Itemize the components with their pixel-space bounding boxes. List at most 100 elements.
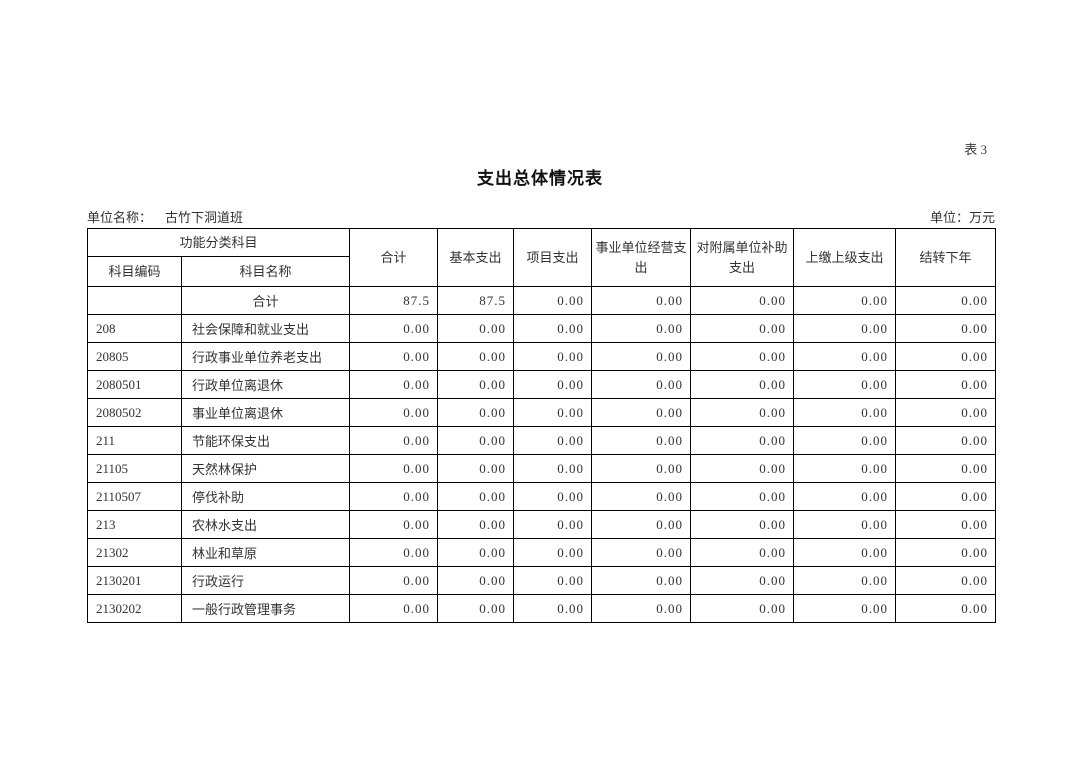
value-cell: 0.00: [690, 482, 795, 511]
unit-name-field: 单位名称： 古竹下洞道班: [87, 207, 243, 226]
value-cell: 0.00: [591, 398, 692, 427]
subject-code-cell: 21105: [87, 454, 182, 483]
value-cell: 0.00: [349, 314, 439, 343]
header-carryover-next-year: 结转下年: [895, 228, 997, 287]
value-cell: 0.00: [690, 454, 795, 483]
subject-code-cell: 211: [87, 426, 182, 455]
meta-row: 单位名称： 古竹下洞道班 单位：万元: [87, 207, 995, 226]
value-cell: 0.00: [793, 566, 897, 595]
value-cell: 0.00: [513, 426, 593, 455]
subject-name-cell: 天然林保护: [180, 454, 351, 483]
subject-code-cell: 208: [87, 314, 182, 343]
value-cell: 0.00: [690, 566, 795, 595]
value-cell: 0.00: [437, 398, 515, 427]
subject-name-cell: 停伐补助: [180, 482, 351, 511]
table-row: 208 社会保障和就业支出 0.00 0.00 0.00 0.00 0.00 0.00 0.00: [87, 314, 997, 343]
table-header: 功能分类科目 合计 基本支出 项目支出 事业单位经营支出 对附属单位补助支出 上…: [86, 228, 997, 287]
value-cell: 0.00: [690, 398, 795, 427]
value-cell: 0.00: [513, 286, 593, 315]
subject-code-cell: 2130201: [87, 566, 182, 595]
value-cell: 0.00: [591, 286, 692, 315]
value-cell: 0.00: [513, 370, 593, 399]
unit-name-label: 单位名称：: [87, 210, 153, 225]
table-row: 合计 87.5 87.5 0.00 0.00 0.00 0.00 0.00: [87, 286, 997, 315]
subject-code-cell: 20805: [87, 342, 182, 371]
value-cell: 0.00: [895, 538, 997, 567]
value-cell: 0.00: [513, 510, 593, 539]
value-cell: 0.00: [437, 510, 515, 539]
value-cell: 0.00: [591, 426, 692, 455]
value-cell: 0.00: [690, 314, 795, 343]
table-row: 2080502 事业单位离退休 0.00 0.00 0.00 0.00 0.00 0.00 0.…: [87, 398, 997, 427]
value-cell: 0.00: [591, 566, 692, 595]
subject-name-cell: 节能环保支出: [180, 426, 351, 455]
table-number-label: 表 3: [964, 142, 987, 157]
value-cell: 0.00: [591, 538, 692, 567]
header-subject-name: 科目名称: [180, 256, 351, 287]
value-cell: 0.00: [349, 594, 439, 623]
table-row: 2080501 行政单位离退休 0.00 0.00 0.00 0.00 0.00 0.00 0.…: [87, 370, 997, 399]
value-cell: 0.00: [793, 594, 897, 623]
value-cell: 0.00: [793, 314, 897, 343]
value-cell: 0.00: [437, 426, 515, 455]
value-cell: 0.00: [895, 314, 997, 343]
value-cell: 0.00: [437, 594, 515, 623]
table-row: 2130201 行政运行 0.00 0.00 0.00 0.00 0.00 0.00 0.00: [87, 566, 997, 595]
value-cell: 0.00: [793, 286, 897, 315]
value-cell: 0.00: [793, 482, 897, 511]
value-cell: 0.00: [690, 342, 795, 371]
value-cell: 0.00: [437, 482, 515, 511]
expenditure-table: 功能分类科目 合计 基本支出 项目支出 事业单位经营支出 对附属单位补助支出 上…: [86, 228, 997, 623]
header-subject-code: 科目编码: [87, 256, 182, 287]
subject-code-cell: [87, 286, 182, 315]
subject-code-cell: 2080502: [87, 398, 182, 427]
value-cell: 0.00: [793, 510, 897, 539]
header-basic-expenditure: 基本支出: [437, 228, 515, 287]
header-total: 合计: [349, 228, 439, 287]
table-row: 2110507 停伐补助 0.00 0.00 0.00 0.00 0.00 0.00 0.00: [87, 482, 997, 511]
value-cell: 0.00: [349, 426, 439, 455]
header-functional-subject-group: 功能分类科目: [86, 228, 351, 257]
value-cell: 0.00: [349, 566, 439, 595]
value-cell: 0.00: [349, 454, 439, 483]
value-cell: 0.00: [513, 594, 593, 623]
table-body: 合计 87.5 87.5 0.00 0.00 0.00 0.00 0.00 208 社会保障和就业…: [87, 286, 997, 623]
subject-code-cell: 2110507: [87, 482, 182, 511]
value-cell: 0.00: [690, 510, 795, 539]
subject-name-cell: 一般行政管理事务: [180, 594, 351, 623]
table-row: 21302 林业和草原 0.00 0.00 0.00 0.00 0.00 0.00 0.00: [87, 538, 997, 567]
subject-name-cell: 事业单位离退休: [180, 398, 351, 427]
value-cell: 0.00: [349, 370, 439, 399]
table-row: 2130202 一般行政管理事务 0.00 0.00 0.00 0.00 0.00 0.00 0…: [87, 594, 997, 623]
value-cell: 0.00: [591, 314, 692, 343]
value-cell: 0.00: [591, 594, 692, 623]
value-cell: 0.00: [690, 426, 795, 455]
value-cell: 0.00: [513, 482, 593, 511]
value-cell: 0.00: [591, 370, 692, 399]
subject-code-cell: 213: [87, 510, 182, 539]
value-cell: 0.00: [591, 482, 692, 511]
value-cell: 0.00: [895, 426, 997, 455]
value-cell: 0.00: [895, 594, 997, 623]
header-row-sub: 科目编码 科目名称: [87, 256, 996, 287]
table-row: 21105 天然林保护 0.00 0.00 0.00 0.00 0.00 0.00 0.00: [87, 454, 997, 483]
value-cell: 0.00: [895, 566, 997, 595]
value-cell: 0.00: [793, 370, 897, 399]
currency-unit-label: 单位：万元: [929, 210, 995, 225]
value-cell: 0.00: [591, 510, 692, 539]
value-cell: 0.00: [437, 342, 515, 371]
value-cell: 87.5: [349, 286, 439, 315]
value-cell: 0.00: [349, 510, 439, 539]
value-cell: 0.00: [591, 454, 692, 483]
value-cell: 0.00: [349, 398, 439, 427]
table-row: 213 农林水支出 0.00 0.00 0.00 0.00 0.00 0.00 0.00: [87, 510, 997, 539]
table-row: 211 节能环保支出 0.00 0.00 0.00 0.00 0.00 0.00 0.00: [87, 426, 997, 455]
value-cell: 0.00: [437, 314, 515, 343]
value-cell: 0.00: [895, 286, 997, 315]
value-cell: 0.00: [437, 566, 515, 595]
subject-name-cell: 合计: [180, 286, 351, 315]
value-cell: 0.00: [513, 566, 593, 595]
subject-name-cell: 行政运行: [180, 566, 351, 595]
subject-name-cell: 林业和草原: [180, 538, 351, 567]
